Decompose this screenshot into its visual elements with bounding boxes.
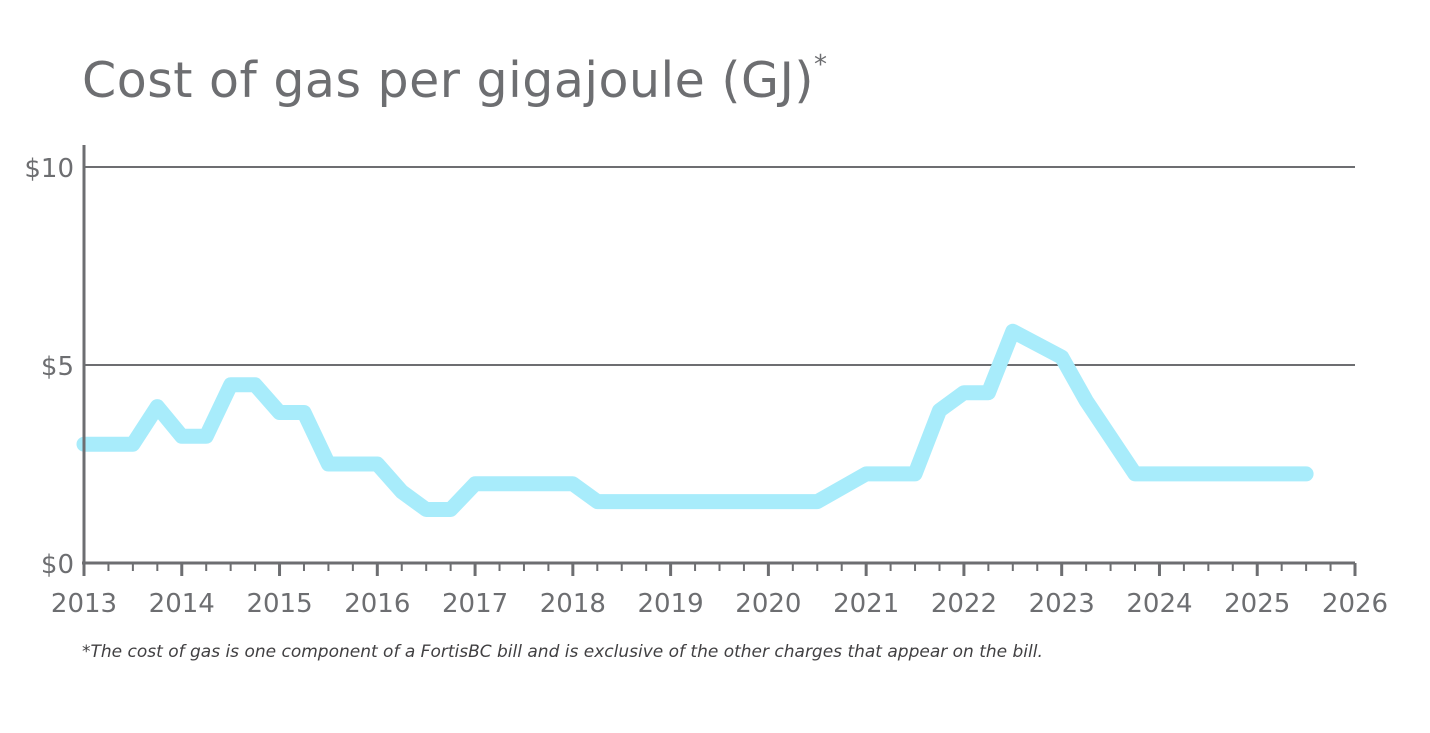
y-tick-label: $10 <box>24 154 74 184</box>
y-tick-label: $0 <box>41 550 74 580</box>
chart-title: Cost of gas per gigajoule (GJ)* <box>82 50 828 109</box>
x-tick-label: 2018 <box>540 589 606 619</box>
grid-lines <box>84 166 1355 366</box>
x-tick-label: 2025 <box>1224 589 1290 619</box>
x-tick-label: 2017 <box>442 589 508 619</box>
x-tick-label: 2022 <box>931 589 997 619</box>
x-tick-label: 2026 <box>1322 589 1388 619</box>
x-tick-label: 2024 <box>1126 589 1192 619</box>
x-tick-label: 2020 <box>735 589 801 619</box>
y-tick-label: $5 <box>41 352 74 382</box>
x-tick-label: 2013 <box>51 589 117 619</box>
footnote: *The cost of gas is one component of a F… <box>82 642 1043 662</box>
x-tick-label: 2015 <box>246 589 312 619</box>
y-tick-labels: $0 $5 $10 <box>24 154 74 580</box>
x-tick-labels: 2013 2014 2015 2016 2017 2018 2019 2020 2021 2022… <box>51 589 1388 619</box>
x-tick-label: 2016 <box>344 589 410 619</box>
tick-marks <box>82 563 1357 576</box>
title-footnote-marker: * <box>814 50 828 80</box>
chart-title-text: Cost of gas per gigajoule (GJ) <box>82 52 815 109</box>
x-tick-label: 2019 <box>638 589 704 619</box>
x-tick-label: 2014 <box>149 589 215 619</box>
series-layer <box>76 323 1314 517</box>
axes <box>82 145 1355 575</box>
x-tick-label: 2021 <box>833 589 899 619</box>
series-line-0 <box>76 323 1314 517</box>
x-tick-label: 2023 <box>1029 589 1095 619</box>
